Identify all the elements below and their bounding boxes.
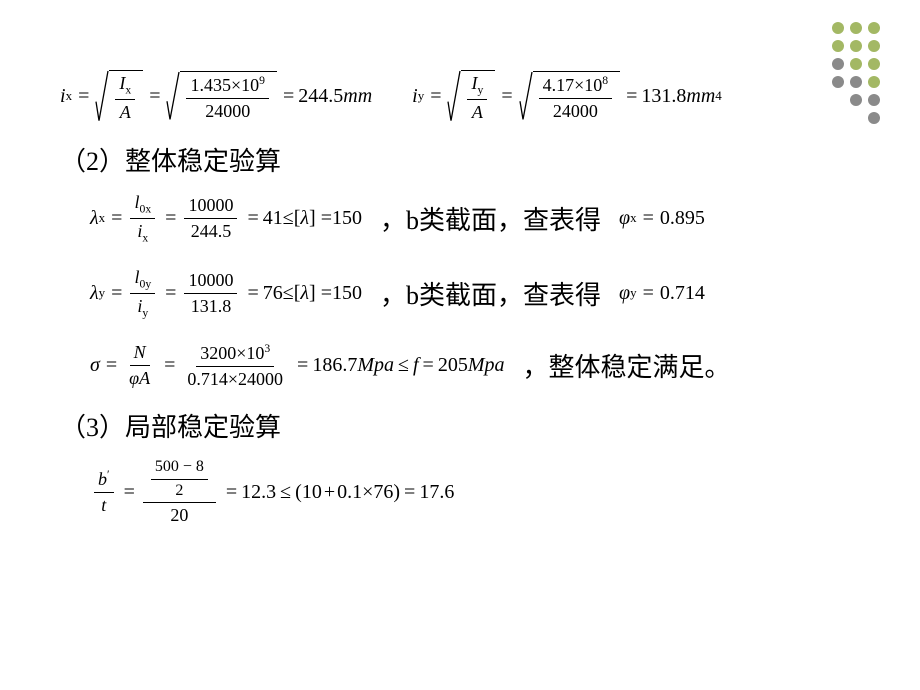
ix-result: 244.5 xyxy=(298,85,343,108)
equation-sigma: σ = N φA = 3200×103 0.714×24000 = 186.7M… xyxy=(90,342,860,389)
dot-icon xyxy=(868,22,880,34)
dot-icon xyxy=(868,94,880,106)
iy-sqrt2: 4.17×108 24000 xyxy=(519,71,621,121)
dot-row xyxy=(832,22,880,34)
bt-rhs-value: 17.6 xyxy=(419,481,454,504)
heading-2: （2）整体稳定验算 xyxy=(60,141,860,178)
phi-y-value: 0.714 xyxy=(660,282,705,305)
dot-icon xyxy=(868,76,880,88)
phi-x-value: 0.895 xyxy=(660,207,705,230)
equation-bt: b′ t = 500 − 8 2 20 = 12.3 ≤ (10 + 0.1×7… xyxy=(90,458,860,525)
heading-3: （3）局部稳定验算 xyxy=(60,407,860,444)
dot-icon xyxy=(850,40,862,52)
ix-sqrt2: 1.435×109 24000 xyxy=(166,71,277,121)
lambda-y-note: ，b类截面，查表得 xyxy=(380,275,601,312)
equation-ix-iy: ix = Ix A = 1.435×109 24000 = 244.5mm xyxy=(60,70,860,123)
dot-row xyxy=(832,58,880,70)
dot-icon xyxy=(832,22,844,34)
slide-content: ix = Ix A = 1.435×109 24000 = 244.5mm xyxy=(60,70,860,526)
iy-sqrt1: Iy A xyxy=(447,70,495,123)
dot-icon xyxy=(832,58,844,70)
iy-sub: y xyxy=(418,88,425,104)
iy-result: 131.8 xyxy=(641,85,686,108)
dot-icon xyxy=(868,58,880,70)
ix-sqrt1: Ix A xyxy=(95,70,143,123)
equation-lambda-y: λy = l0y iy = 10000 131.8 = 76 ≤ [λ] =15… xyxy=(90,267,860,320)
dot-row xyxy=(832,40,880,52)
dot-icon xyxy=(850,22,862,34)
dot-icon xyxy=(868,112,880,124)
dot-icon xyxy=(850,58,862,70)
ix-sub: x xyxy=(66,88,73,104)
equation-lambda-x: λx = l0x ix = 10000 244.5 = 41 ≤ [λ] =15… xyxy=(90,192,860,245)
dot-icon xyxy=(868,40,880,52)
dot-icon xyxy=(832,40,844,52)
sigma-note: ，整体稳定满足。 xyxy=(523,347,731,384)
lambda-x-note: ，b类截面，查表得 xyxy=(380,200,601,237)
